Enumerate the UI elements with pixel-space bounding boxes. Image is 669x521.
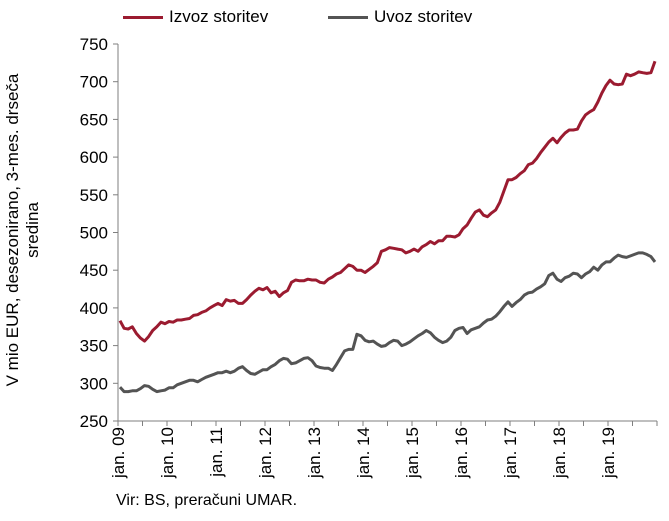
x-tick-label: jan. 13 bbox=[305, 427, 324, 479]
y-axis-label-line-1: V mio EUR, desezonirano, 3-mes. drseča bbox=[3, 73, 22, 387]
x-axis-ticks: jan. 09 jan. 10 jan. 11 jan. 12 jan. 13 jan. … bbox=[109, 421, 658, 479]
y-tick-label: 400 bbox=[80, 299, 108, 318]
series-lines bbox=[118, 60, 657, 394]
legend-swatch-uvoz bbox=[328, 15, 368, 19]
x-tick-label: jan. 17 bbox=[501, 427, 520, 479]
x-tick-label: jan. 16 bbox=[452, 427, 471, 479]
y-tick-label: 250 bbox=[80, 412, 108, 431]
x-tick-label: jan. 10 bbox=[158, 427, 177, 479]
source-note: Vir: BS, preračuni UMAR. bbox=[116, 492, 298, 509]
x-tick-label: jan. 09 bbox=[109, 427, 128, 479]
x-tick-label: jan. 18 bbox=[550, 427, 569, 479]
x-tick-label: jan. 19 bbox=[599, 427, 618, 479]
y-axis-ticks: 250 300 350 400 450 500 550 600 650 700 750 bbox=[80, 35, 118, 431]
legend-label-izvoz: Izvoz storitev bbox=[169, 7, 269, 26]
y-tick-label: 650 bbox=[80, 110, 108, 129]
x-tick-label: jan. 11 bbox=[207, 427, 226, 478]
legend-swatch-izvoz bbox=[123, 15, 163, 19]
x-tick-label: jan. 15 bbox=[403, 427, 422, 479]
y-tick-label: 350 bbox=[80, 337, 108, 356]
legend-label-uvoz: Uvoz storitev bbox=[374, 7, 473, 26]
y-axis-label: V mio EUR, desezonirano, 3-mes. drseča s… bbox=[3, 20, 43, 440]
y-tick-label: 300 bbox=[80, 374, 108, 393]
x-tick-label: jan. 14 bbox=[354, 427, 373, 479]
legend-item-izvoz: Izvoz storitev bbox=[123, 7, 268, 27]
y-tick-label: 450 bbox=[80, 261, 108, 280]
y-tick-label: 750 bbox=[80, 35, 108, 54]
chart-legend: Izvoz storitev Uvoz storitev bbox=[0, 7, 669, 33]
y-tick-label: 600 bbox=[80, 148, 108, 167]
series-line-izvoz bbox=[118, 60, 657, 343]
x-tick-label: jan. 12 bbox=[256, 427, 275, 479]
chart-axes bbox=[117, 44, 657, 422]
y-tick-label: 550 bbox=[80, 186, 108, 205]
y-tick-label: 500 bbox=[80, 224, 108, 243]
y-tick-label: 700 bbox=[80, 73, 108, 92]
legend-item-uvoz: Uvoz storitev bbox=[328, 7, 472, 27]
y-axis-label-line-2: sredina bbox=[23, 202, 42, 258]
series-line-uvoz bbox=[118, 251, 657, 394]
